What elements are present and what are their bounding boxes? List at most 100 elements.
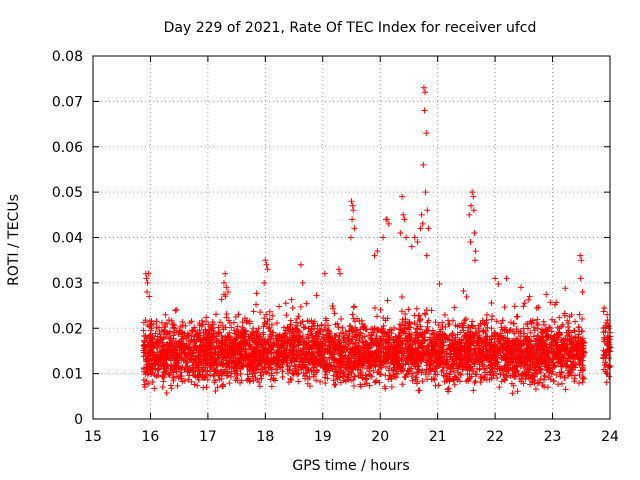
data-point (381, 356, 388, 363)
data-point (502, 352, 509, 359)
data-point (255, 325, 262, 332)
data-point (300, 324, 307, 331)
data-point (540, 337, 547, 344)
data-point (376, 366, 383, 373)
data-point (333, 363, 340, 370)
data-point (350, 207, 357, 214)
data-point (604, 340, 611, 347)
data-point (241, 336, 248, 343)
data-point (384, 297, 391, 304)
data-point (417, 326, 424, 333)
data-point (517, 284, 524, 291)
data-point (140, 319, 147, 326)
data-point (283, 354, 290, 361)
data-point (472, 371, 479, 378)
data-point (197, 329, 204, 336)
data-point (171, 347, 178, 354)
data-point (224, 372, 231, 379)
data-point (437, 348, 444, 355)
data-point (231, 346, 238, 353)
data-point (297, 363, 304, 370)
data-point (168, 317, 175, 324)
data-point (399, 365, 406, 372)
data-point (201, 348, 208, 355)
data-point (452, 339, 459, 346)
data-point (267, 335, 274, 342)
data-point (158, 319, 165, 326)
data-point (499, 317, 506, 324)
y-tick-label: 0.06 (52, 140, 83, 156)
data-point (374, 313, 381, 320)
data-point (441, 354, 448, 361)
data-point (338, 316, 345, 323)
data-point (197, 352, 204, 359)
data-point (544, 384, 551, 391)
data-point (295, 337, 302, 344)
data-point (363, 380, 370, 387)
data-point (555, 359, 562, 366)
data-point (483, 328, 490, 335)
data-point (549, 335, 556, 342)
data-point (537, 375, 544, 382)
data-point (413, 325, 420, 332)
data-point (416, 351, 423, 358)
data-point (602, 324, 609, 331)
data-point (561, 353, 568, 360)
data-point (471, 360, 478, 367)
data-point (487, 341, 494, 348)
data-point (454, 369, 461, 376)
data-point (494, 374, 501, 381)
data-point (483, 376, 490, 383)
data-point (300, 338, 307, 345)
data-point (397, 229, 404, 236)
data-point (543, 291, 550, 298)
data-point (441, 312, 448, 319)
data-point (434, 371, 441, 378)
data-point (480, 327, 487, 334)
data-point (516, 375, 523, 382)
data-point (342, 343, 349, 350)
data-point (173, 342, 180, 349)
data-point (280, 324, 287, 331)
data-point (405, 334, 412, 341)
data-point (264, 266, 271, 273)
data-point (545, 334, 552, 341)
data-point (463, 343, 470, 350)
data-point (373, 333, 380, 340)
data-point (253, 350, 260, 357)
data-point (179, 318, 186, 325)
data-point (366, 352, 373, 359)
data-point (226, 380, 233, 387)
data-point (366, 357, 373, 364)
data-point (194, 361, 201, 368)
data-point (400, 211, 407, 218)
data-point (203, 334, 210, 341)
data-point (384, 315, 391, 322)
data-point (205, 343, 212, 350)
data-point (322, 380, 329, 387)
data-point (268, 321, 275, 328)
y-axis-label: ROTI / TECUs (6, 194, 22, 286)
data-point (602, 349, 609, 356)
data-point (270, 354, 277, 361)
data-point (556, 351, 563, 358)
data-point (576, 328, 583, 335)
data-point (479, 317, 486, 324)
data-point (302, 342, 309, 349)
data-point (556, 347, 563, 354)
data-point (522, 321, 529, 328)
data-point (223, 336, 230, 343)
data-point (350, 304, 357, 311)
data-point (155, 339, 162, 346)
data-point (402, 311, 409, 318)
data-point (421, 330, 428, 337)
data-point (294, 315, 301, 322)
data-point (222, 270, 229, 277)
data-point (464, 371, 471, 378)
data-point (461, 332, 468, 339)
data-point (338, 367, 345, 374)
data-point (416, 366, 423, 373)
data-point (496, 384, 503, 391)
data-point (574, 341, 581, 348)
y-tick-label: 0.03 (52, 276, 83, 292)
